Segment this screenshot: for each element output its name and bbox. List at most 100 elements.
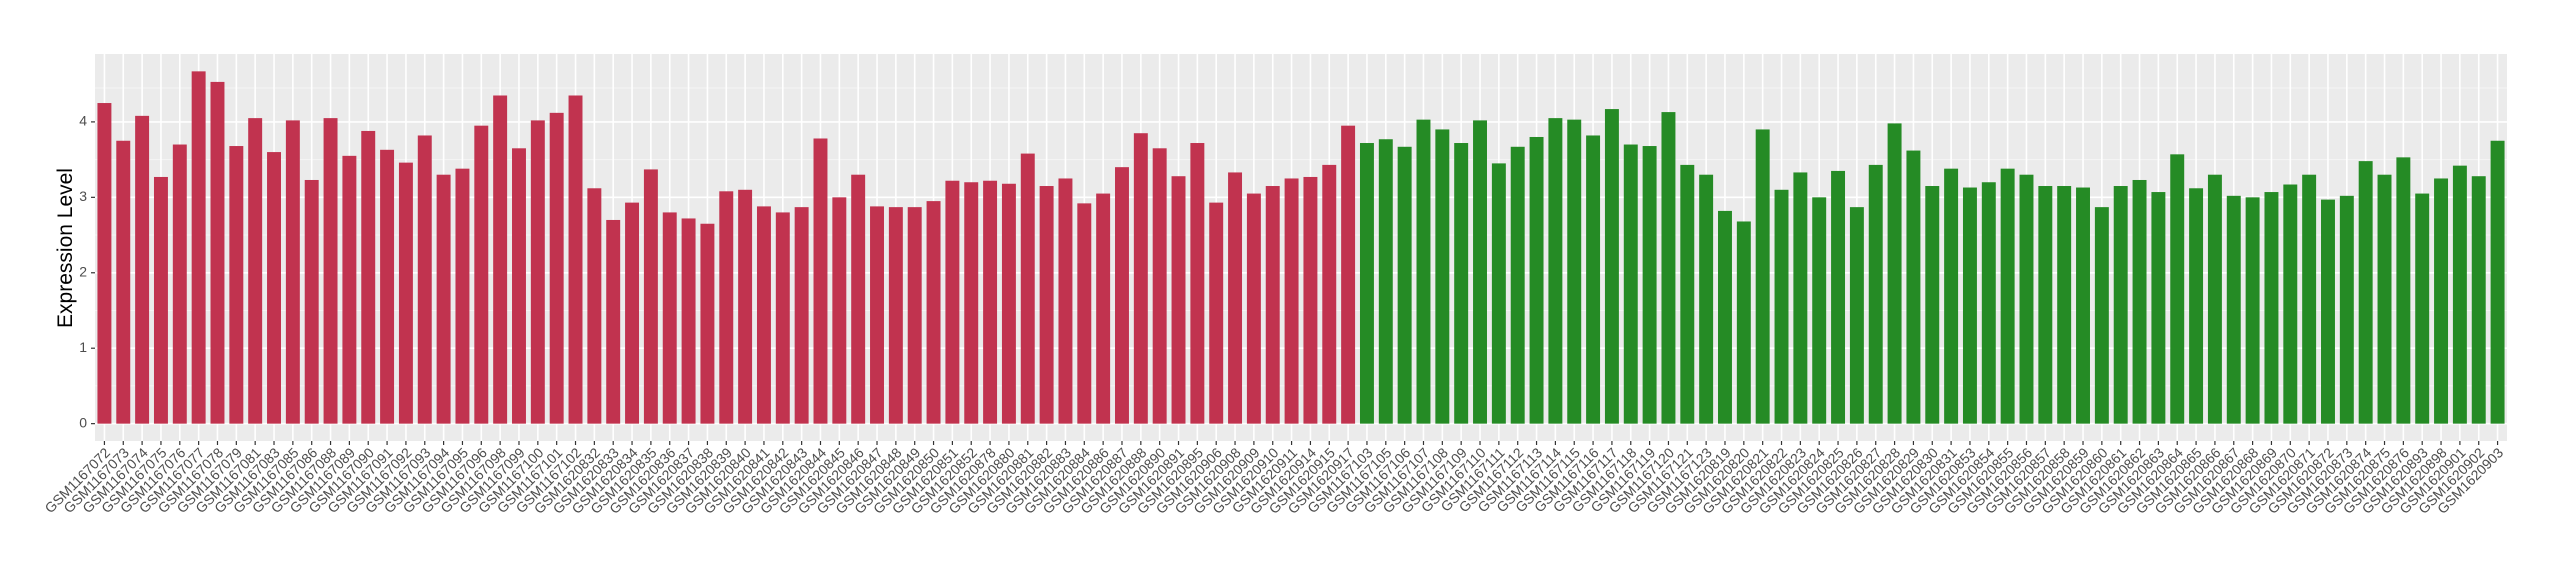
bar <box>342 155 357 424</box>
bar <box>1058 178 1073 424</box>
bar <box>2264 192 2279 424</box>
bar <box>304 179 319 424</box>
bar <box>2471 176 2486 424</box>
bar <box>964 182 979 424</box>
bar <box>2490 140 2505 424</box>
bar <box>926 201 941 424</box>
bar <box>1567 119 1582 424</box>
bar <box>1548 118 1563 424</box>
bar <box>813 138 828 424</box>
bar <box>1171 176 1186 424</box>
bar <box>2321 199 2335 424</box>
bar <box>1793 172 1808 424</box>
bar <box>1661 112 1676 424</box>
bar <box>907 207 922 424</box>
bar <box>756 206 771 424</box>
bar <box>2377 174 2392 424</box>
bar <box>2000 168 2015 424</box>
bar <box>2151 192 2166 424</box>
bar <box>1359 143 1374 424</box>
bar <box>832 197 847 424</box>
bar <box>1077 203 1092 424</box>
bar <box>1925 186 1940 424</box>
bar <box>983 180 998 424</box>
bar <box>1303 176 1318 424</box>
bar <box>474 125 489 424</box>
y-tick-label: 3 <box>79 188 87 204</box>
bar <box>1849 207 1864 424</box>
bar <box>1642 146 1657 424</box>
bar <box>662 212 677 424</box>
bar <box>153 176 168 424</box>
bar <box>1868 164 1883 424</box>
bar <box>794 207 809 424</box>
bar <box>549 112 564 424</box>
bar <box>248 118 263 424</box>
bar <box>945 180 960 424</box>
bar <box>1774 189 1789 424</box>
bar <box>888 207 903 424</box>
bar <box>1397 146 1412 424</box>
bar <box>530 120 545 424</box>
bar <box>210 81 225 424</box>
bar <box>2415 193 2430 424</box>
bar <box>1718 210 1732 424</box>
bar <box>267 152 281 424</box>
bar <box>2132 179 2147 424</box>
bar <box>1962 187 1977 424</box>
bar <box>606 219 621 424</box>
bar <box>1699 174 1714 424</box>
bar <box>417 135 432 424</box>
bar <box>436 174 451 424</box>
bar <box>1604 109 1619 424</box>
bar <box>738 189 753 424</box>
bar <box>1473 120 1487 424</box>
bar <box>1133 133 1148 424</box>
bar <box>1680 164 1695 424</box>
bar <box>643 169 658 424</box>
bar <box>870 206 884 424</box>
bar <box>2358 161 2373 424</box>
bar <box>493 95 508 424</box>
bar <box>2339 195 2354 424</box>
y-axis-title: Expression Level <box>54 168 77 328</box>
bar <box>172 144 187 424</box>
bar <box>2226 195 2241 424</box>
bar <box>1944 168 1959 424</box>
bar <box>229 146 244 424</box>
bar <box>1510 146 1525 424</box>
bar <box>625 202 640 424</box>
bar <box>285 120 300 424</box>
bar <box>2189 188 2204 424</box>
bar <box>1228 172 1243 424</box>
bar <box>380 149 395 424</box>
y-tick-label: 2 <box>79 263 87 279</box>
bar <box>719 191 734 424</box>
bar <box>1246 193 1261 424</box>
bar <box>97 103 112 424</box>
bar <box>2094 207 2109 424</box>
bar <box>1586 135 1601 424</box>
bar <box>1812 197 1827 424</box>
bar <box>135 115 150 424</box>
bar <box>398 162 413 424</box>
y-tick-label: 0 <box>79 414 87 430</box>
bar <box>2207 174 2222 424</box>
bar <box>1378 139 1393 424</box>
bar <box>1284 178 1299 424</box>
bar <box>2038 186 2053 424</box>
bar <box>1435 129 1450 424</box>
bar <box>1887 123 1902 424</box>
bar <box>2452 165 2467 424</box>
bar <box>1001 183 1016 424</box>
bar <box>455 168 470 424</box>
bar <box>2113 186 2128 424</box>
bar <box>2396 157 2411 424</box>
bar <box>700 223 715 424</box>
bar <box>1115 167 1129 424</box>
bar <box>1454 143 1469 424</box>
bar <box>2302 174 2317 424</box>
bar <box>2434 178 2449 424</box>
bar <box>1322 164 1337 424</box>
